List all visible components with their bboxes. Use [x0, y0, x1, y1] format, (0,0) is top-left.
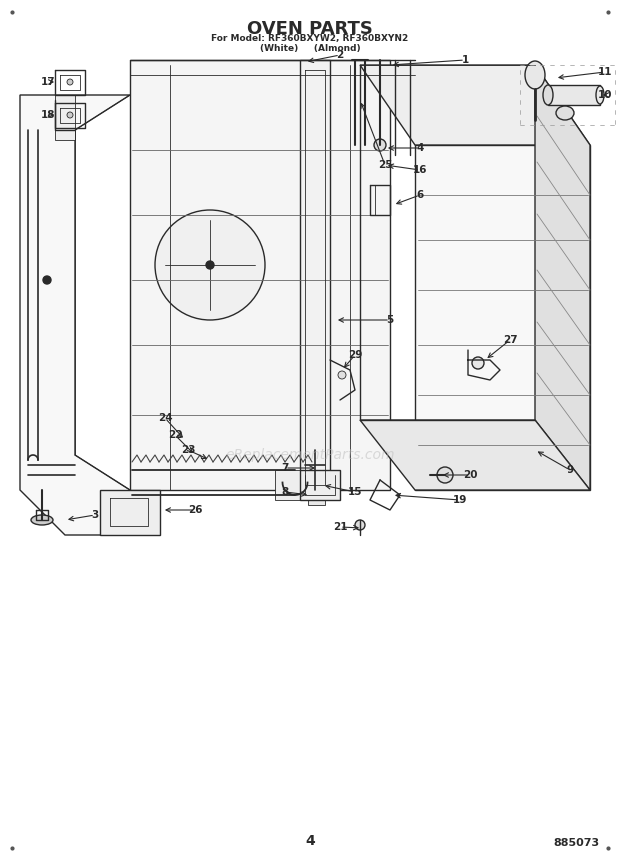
Polygon shape: [100, 490, 160, 535]
Polygon shape: [275, 470, 310, 500]
Text: 23: 23: [181, 445, 195, 455]
Text: 26: 26: [188, 505, 202, 515]
Ellipse shape: [556, 106, 574, 120]
Text: 15: 15: [348, 487, 362, 497]
Circle shape: [437, 467, 453, 483]
Text: 27: 27: [503, 335, 517, 345]
Circle shape: [155, 210, 265, 320]
Text: 8: 8: [281, 487, 289, 497]
Circle shape: [377, 77, 383, 83]
Circle shape: [338, 371, 346, 379]
Circle shape: [206, 261, 214, 269]
Circle shape: [472, 357, 484, 369]
Text: 21: 21: [333, 522, 347, 532]
Text: 25: 25: [378, 160, 392, 170]
Polygon shape: [535, 65, 590, 490]
Text: 10: 10: [598, 90, 613, 100]
Text: 24: 24: [157, 413, 172, 423]
Text: 22: 22: [168, 430, 182, 440]
Ellipse shape: [31, 515, 53, 525]
Text: 7: 7: [281, 463, 289, 473]
Polygon shape: [300, 470, 340, 500]
Text: 1: 1: [461, 55, 469, 65]
Polygon shape: [548, 85, 600, 105]
Text: (White)     (Almond): (White) (Almond): [260, 44, 360, 53]
Polygon shape: [55, 95, 75, 140]
Text: 4: 4: [305, 834, 315, 848]
Text: 19: 19: [453, 495, 467, 505]
Polygon shape: [360, 65, 590, 145]
Text: 9: 9: [567, 465, 574, 475]
Text: 17: 17: [41, 77, 55, 87]
Text: For Model: RF360BXYW2, RF360BXYN2: For Model: RF360BXYW2, RF360BXYN2: [211, 34, 409, 43]
Polygon shape: [415, 145, 590, 490]
Ellipse shape: [596, 86, 604, 104]
Text: 29: 29: [348, 350, 362, 360]
Text: OVEN PARTS: OVEN PARTS: [247, 20, 373, 38]
Ellipse shape: [525, 61, 545, 89]
Text: 885073: 885073: [554, 838, 600, 848]
Text: 2: 2: [337, 50, 343, 60]
Polygon shape: [300, 60, 330, 495]
Polygon shape: [20, 95, 130, 535]
Polygon shape: [308, 488, 325, 505]
Ellipse shape: [543, 85, 553, 105]
Polygon shape: [360, 420, 590, 490]
Text: 11: 11: [598, 67, 613, 77]
Text: 6: 6: [417, 190, 423, 200]
Circle shape: [355, 520, 365, 530]
Text: 3: 3: [91, 510, 99, 520]
Circle shape: [67, 79, 73, 85]
Text: 20: 20: [463, 470, 477, 480]
Text: eReplacementParts.com: eReplacementParts.com: [225, 448, 395, 462]
Text: 18: 18: [41, 110, 55, 120]
Polygon shape: [130, 60, 390, 490]
Text: 16: 16: [413, 165, 427, 175]
Text: 5: 5: [386, 315, 394, 325]
Circle shape: [374, 139, 386, 151]
Circle shape: [43, 276, 51, 284]
Text: 4: 4: [416, 143, 423, 153]
Circle shape: [67, 112, 73, 118]
